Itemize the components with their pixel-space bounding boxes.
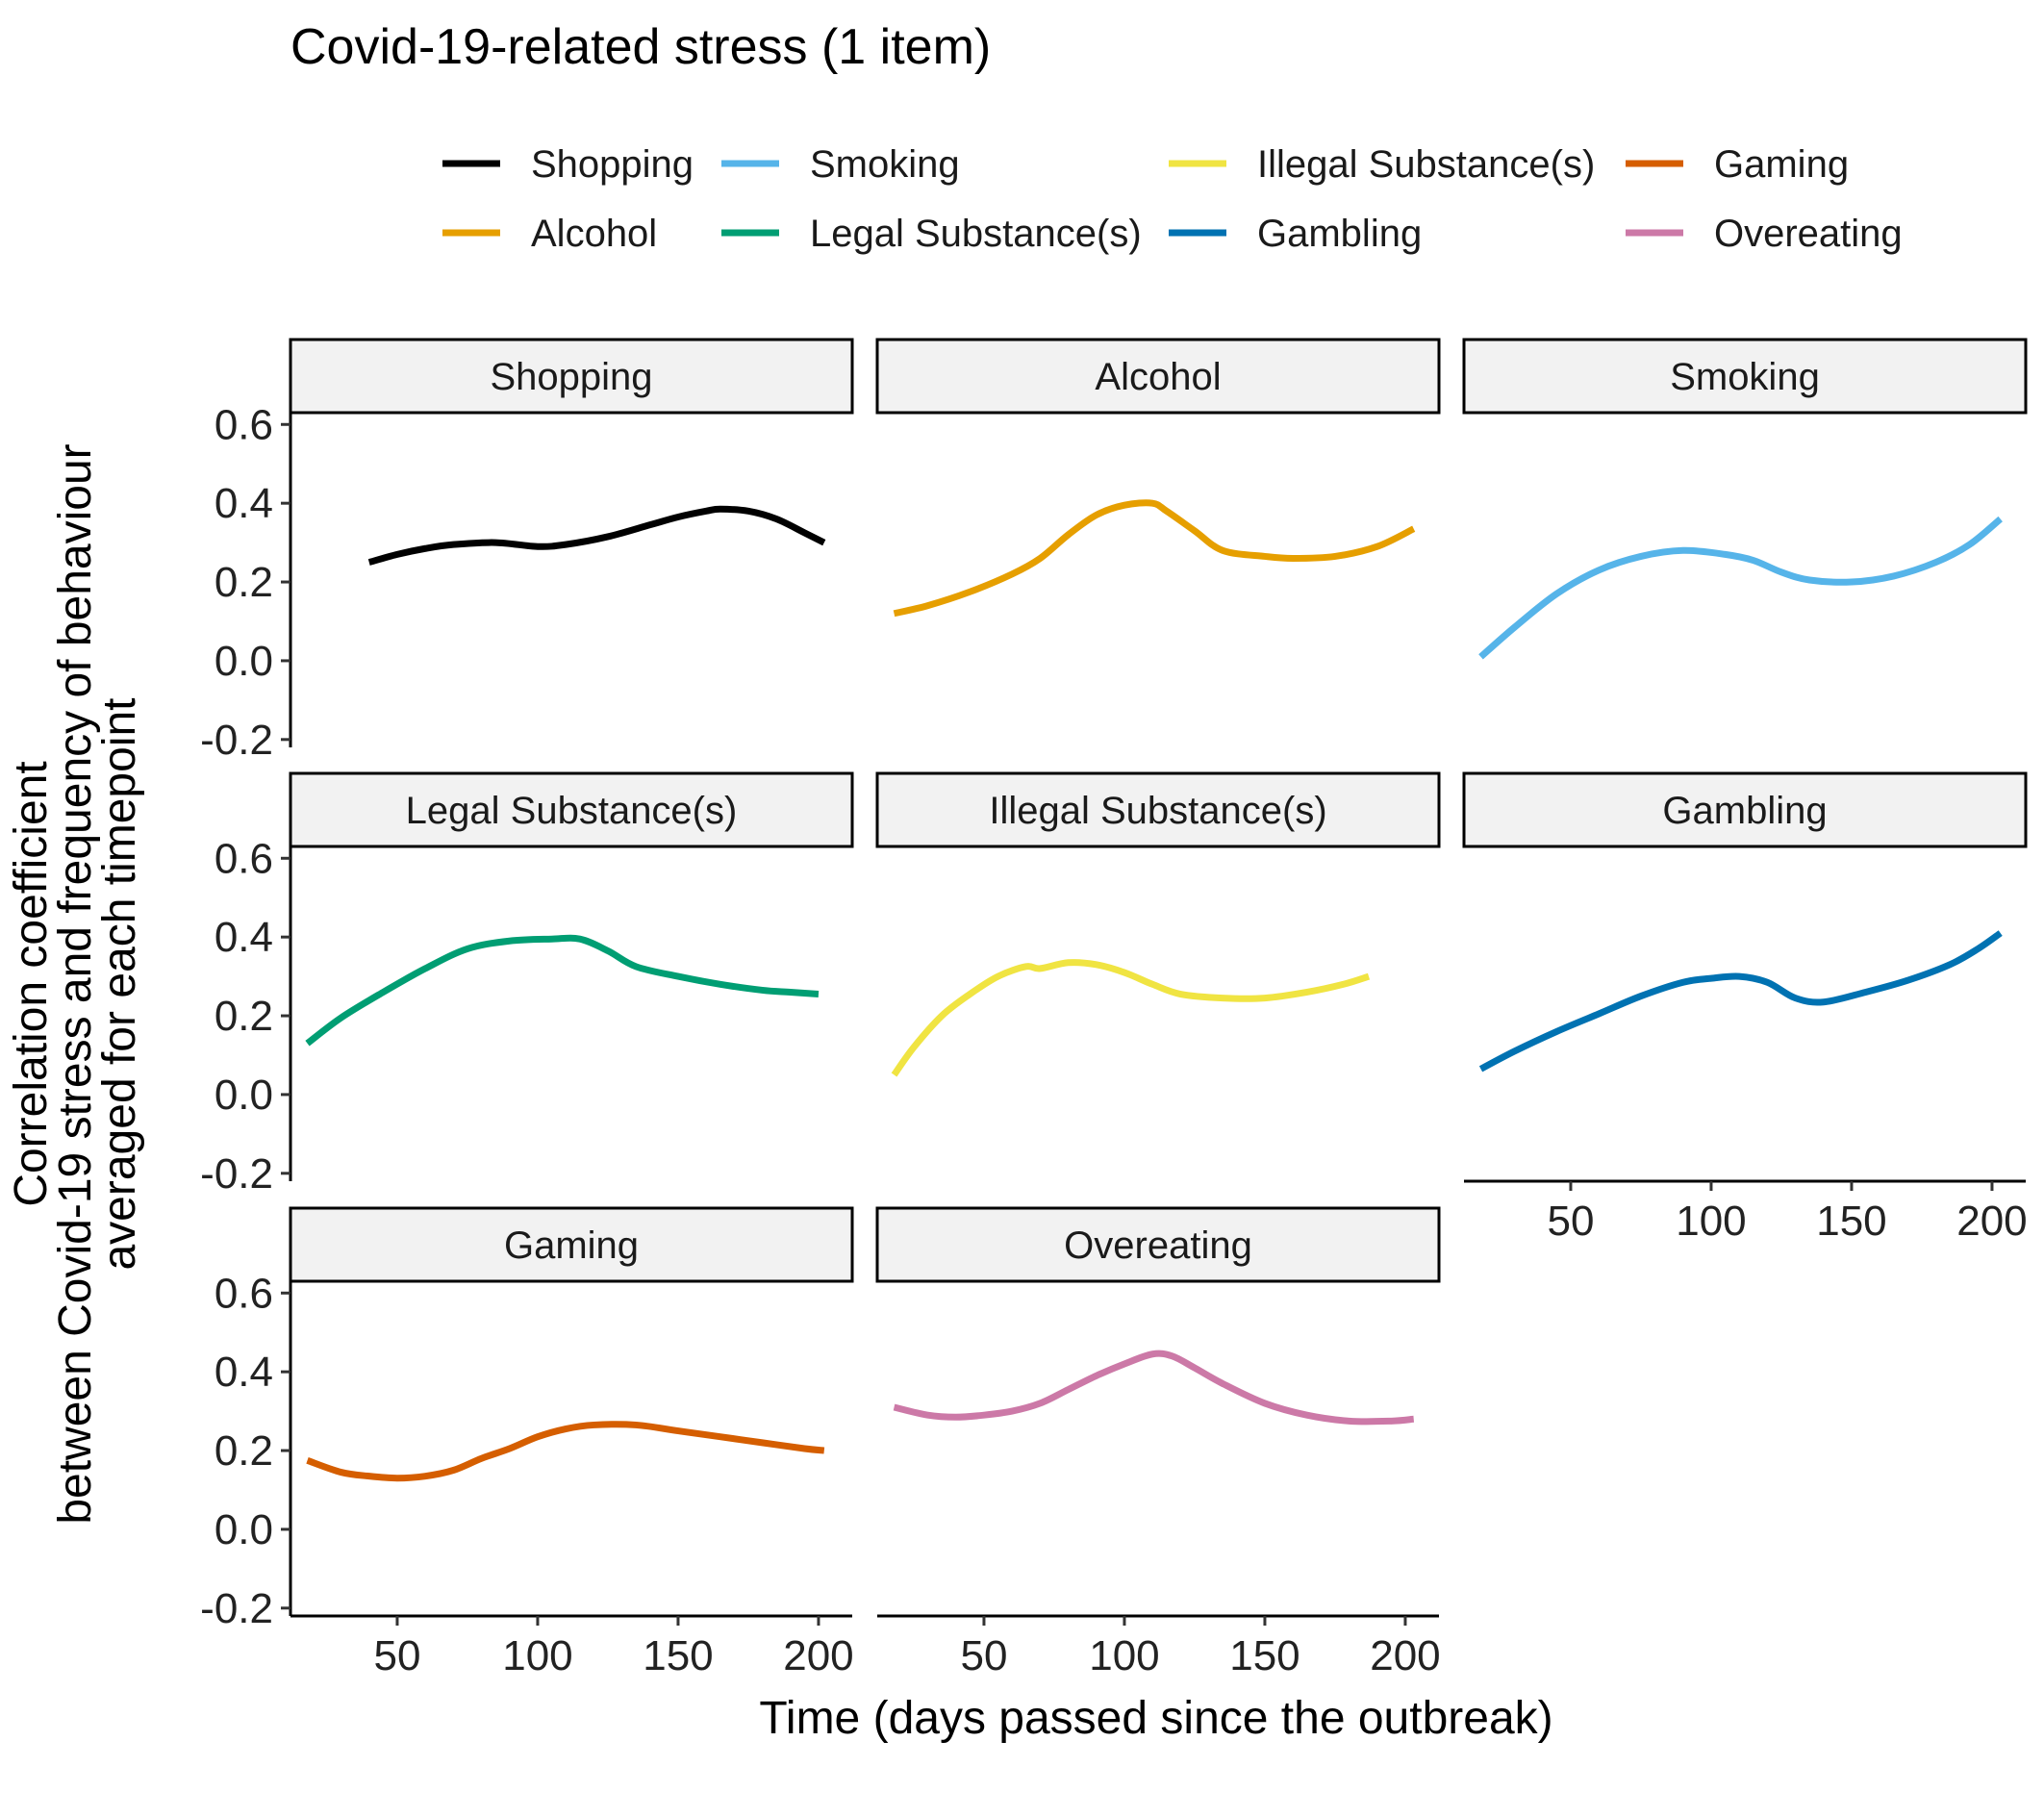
strip-label-smoking: Smoking [1670, 356, 1820, 398]
y-tick-label: 0.0 [214, 1506, 273, 1553]
strip-legal-substance-s [289, 771, 854, 848]
x-tick-label: 100 [502, 1632, 572, 1679]
y-tick-label: -0.2 [200, 1150, 273, 1198]
x-tick-label: 50 [373, 1632, 420, 1679]
y-tick-label: 0.0 [214, 638, 273, 685]
x-tick-label: 200 [1956, 1198, 2027, 1245]
y-tick-label: 0.6 [214, 401, 273, 448]
y-tick-label: 0.6 [214, 1270, 273, 1317]
legend-item-illegal-substance-s: Illegal Substance(s) [1169, 143, 1595, 186]
strip-overeating [875, 1206, 1441, 1283]
y-axis-title-line-2: between Covid-19 stress and frequency of… [50, 443, 101, 1524]
panel-illegal-substance-s: Illegal Substance(s) [875, 771, 1441, 1077]
y-axis-title-line-1: Correlation coefficient [6, 761, 57, 1206]
y-tick-label: 0.2 [214, 559, 273, 606]
panel-alcohol: Alcohol [875, 338, 1441, 618]
legend-item-legal-substance-s: Legal Substance(s) [721, 213, 1142, 255]
strip-label-legal-substance-s: Legal Substance(s) [406, 790, 738, 832]
legend-item-overeating: Overeating [1626, 213, 1903, 255]
facet-panels: Shopping -0.2 0.0 0.2 0.4 0.6 Alcohol Smoking Le… [200, 338, 2028, 1679]
x-tick-label: 100 [1676, 1198, 1746, 1245]
x-tick-label: 200 [1370, 1632, 1440, 1679]
y-axis-title-line-3: averaged for each timepoint [94, 697, 145, 1270]
y-tick-label: -0.2 [200, 1585, 273, 1632]
y-tick-label: 0.2 [214, 993, 273, 1040]
strip-label-alcohol: Alcohol [1095, 356, 1221, 398]
x-tick-label: 50 [960, 1632, 1007, 1679]
series-line-legal-substance-s [305, 934, 820, 1047]
legend-label-illegal-substance-s: Illegal Substance(s) [1257, 143, 1595, 186]
x-tick-label: 150 [1229, 1632, 1300, 1679]
strip-label-gaming: Gaming [504, 1224, 639, 1267]
x-tick-label: 200 [783, 1632, 853, 1679]
series-line-illegal-substance-s [891, 959, 1371, 1077]
strip-gambling [1462, 771, 2028, 848]
panel-legal-substance-s: Legal Substance(s) -0.2 0.0 0.2 0.4 0.6 [200, 771, 854, 1198]
legend-item-smoking: Smoking [721, 143, 960, 186]
legend-item-alcohol: Alcohol [442, 213, 657, 255]
panel-shopping: Shopping -0.2 0.0 0.2 0.4 0.6 [200, 338, 854, 764]
strip-smoking [1462, 338, 2028, 415]
x-tick-label: 150 [643, 1632, 713, 1679]
x-tick-label: 50 [1547, 1198, 1594, 1245]
x-tick-label: 150 [1816, 1198, 1886, 1245]
legend-label-legal-substance-s: Legal Substance(s) [810, 213, 1142, 255]
legend-label-gambling: Gambling [1257, 213, 1422, 255]
legend-label-overeating: Overeating [1714, 213, 1903, 255]
series-line-smoking [1478, 516, 2003, 660]
strip-label-shopping: Shopping [490, 356, 652, 398]
legend-label-shopping: Shopping [531, 143, 694, 186]
legend-item-gaming: Gaming [1626, 143, 1849, 186]
y-tick-label: 0.4 [214, 1349, 273, 1396]
panel-gaming: Gaming -0.2 0.0 0.2 0.4 0.6 50 100 150 200 [200, 1206, 854, 1679]
y-tick-label: 0.2 [214, 1427, 273, 1475]
panel-overeating: Overeating 50 100 150 200 [875, 1206, 1441, 1679]
y-tick-label: -0.2 [200, 717, 273, 764]
y-tick-label: 0.4 [214, 914, 273, 961]
chart-title: Covid-19-related stress (1 item) [290, 19, 991, 75]
series-line-alcohol [893, 499, 1416, 618]
x-axis-title: Time (days passed since the outbreak) [759, 1693, 1552, 1744]
y-tick-label: 0.0 [214, 1072, 273, 1119]
strip-alcohol [875, 338, 1441, 415]
strip-gaming [289, 1206, 854, 1283]
strip-label-illegal-substance-s: Illegal Substance(s) [989, 790, 1326, 832]
legend-item-gambling: Gambling [1169, 213, 1422, 255]
series-line-gambling [1478, 930, 2003, 1073]
x-tick-label: 100 [1089, 1632, 1159, 1679]
y-tick-label: 0.4 [214, 480, 273, 527]
strip-label-overeating: Overeating [1064, 1224, 1252, 1267]
strip-label-gambling: Gambling [1662, 790, 1827, 832]
legend-label-gaming: Gaming [1714, 143, 1849, 186]
y-tick-label: 0.6 [214, 835, 273, 882]
strip-illegal-substance-s [875, 771, 1441, 848]
legend-label-alcohol: Alcohol [531, 213, 657, 255]
series-line-shopping [367, 505, 826, 566]
strip-shopping [289, 338, 854, 415]
series-line-overeating [893, 1350, 1415, 1426]
legend: Shopping Alcohol Smoking Legal Substance(s)… [442, 143, 1903, 255]
legend-item-shopping: Shopping [442, 143, 694, 186]
panel-smoking: Smoking [1462, 338, 2028, 660]
series-line-gaming [306, 1421, 825, 1482]
panel-gambling: Gambling 50 100 150 200 [1462, 771, 2028, 1245]
legend-label-smoking: Smoking [810, 143, 960, 186]
